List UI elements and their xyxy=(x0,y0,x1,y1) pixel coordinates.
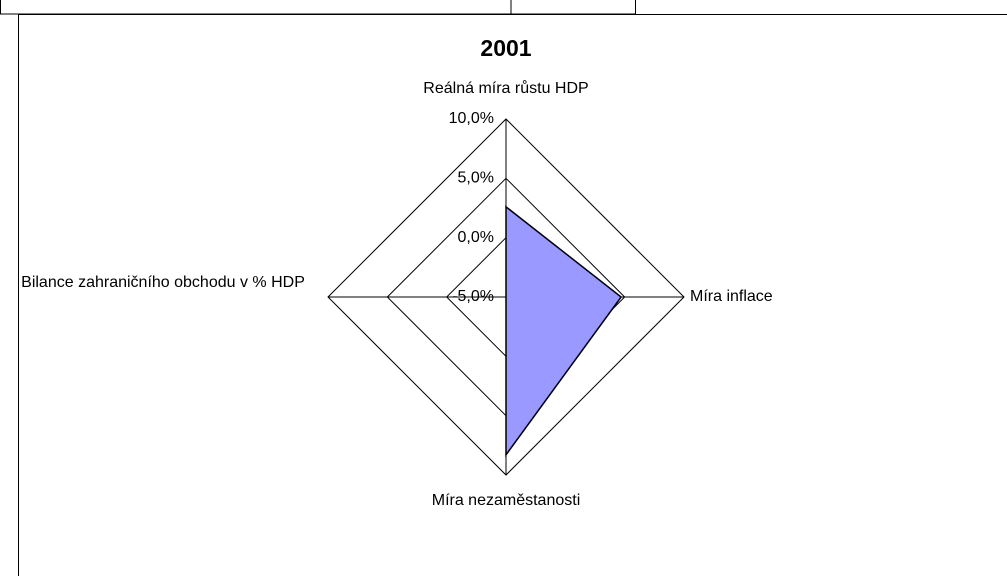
axis-label: Míra nezaměstanosti xyxy=(432,492,581,509)
tick-label: 10,0% xyxy=(449,110,494,127)
axis-label: Reálná míra růstu HDP xyxy=(423,79,588,97)
chart-title: 2001 xyxy=(480,35,531,61)
tick-label: -5,0% xyxy=(452,288,494,305)
tick-label: 0,0% xyxy=(458,229,494,246)
cell-border xyxy=(0,0,636,15)
axis-label: Bilance zahraničního obchodu v % HDP xyxy=(21,274,305,291)
data-area xyxy=(505,205,623,458)
axis-label: Míra inflace xyxy=(690,288,773,305)
chart-border xyxy=(18,14,1007,576)
tick-label: 5,0% xyxy=(458,170,494,187)
